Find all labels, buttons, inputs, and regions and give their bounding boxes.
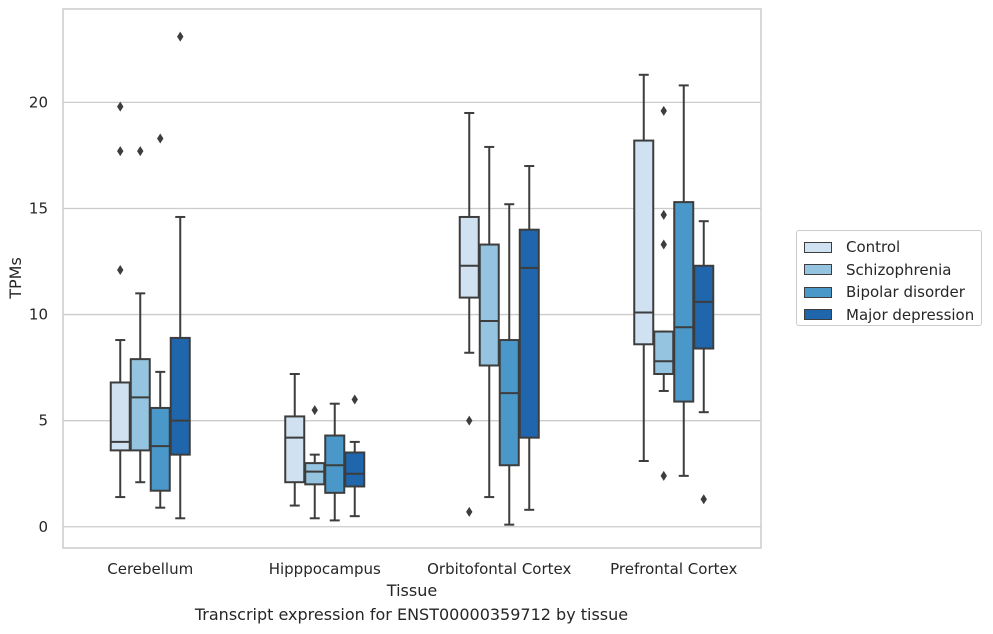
box	[324, 434, 346, 494]
box	[518, 228, 540, 439]
box-group	[129, 146, 151, 484]
box-group	[673, 84, 695, 477]
legend-item: Schizophrenia	[804, 259, 981, 282]
box-group	[478, 145, 500, 499]
box	[169, 336, 191, 456]
box	[498, 339, 520, 467]
x-axis-label: Tissue	[386, 581, 437, 600]
y-tick-label: 10	[29, 306, 48, 324]
x-tick-label: Cerebellum	[107, 560, 193, 578]
box	[129, 358, 151, 452]
y-tick-label: 5	[38, 412, 48, 430]
legend-swatch	[804, 309, 832, 321]
outlier-point	[117, 265, 124, 276]
box	[673, 201, 695, 403]
box	[284, 415, 306, 484]
x-tick-label: Hipppocampus	[269, 560, 381, 578]
legend-swatch	[804, 241, 832, 253]
y-axis-label: TPMs	[6, 257, 25, 300]
series-major-depression	[169, 31, 715, 520]
outlier-point	[700, 494, 707, 505]
legend: Control Schizophrenia Bipolar disorder Majo…	[796, 230, 982, 326]
legend-swatch	[804, 264, 832, 276]
legend-item: Major depression	[804, 304, 981, 327]
box-group	[633, 73, 655, 462]
y-tick-labels: 0 5 10 15 20	[29, 93, 48, 535]
box-group	[693, 220, 715, 505]
series-bipolar-disorder	[149, 84, 695, 526]
outlier-point	[466, 415, 473, 426]
legend-item: Control	[804, 236, 981, 259]
box	[478, 243, 500, 367]
box-group	[109, 101, 131, 499]
outlier-point	[117, 101, 124, 112]
outlier-point	[466, 506, 473, 517]
box	[304, 462, 326, 486]
x-tick-label: Orbitofontal Cortex	[427, 560, 571, 578]
y-tick-label: 15	[29, 199, 48, 217]
outlier-point	[660, 105, 667, 116]
box	[109, 381, 131, 452]
box	[653, 330, 675, 375]
outlier-point	[137, 146, 144, 157]
box-series	[109, 31, 715, 526]
legend-label: Bipolar disorder	[846, 283, 965, 302]
box-group	[518, 165, 540, 511]
box-group	[169, 31, 191, 520]
series-schizophrenia	[129, 105, 675, 520]
series-control	[109, 73, 655, 517]
outlier-point	[157, 133, 164, 144]
y-tick-label: 20	[29, 93, 48, 111]
x-tick-labels: Cerebellum Hipppocampus Orbitofontal Corte…	[107, 560, 737, 578]
legend-item: Bipolar disorder	[804, 281, 981, 304]
outlier-point	[351, 394, 358, 405]
box-group	[344, 394, 366, 518]
box-group	[653, 105, 675, 481]
outlier-point	[177, 31, 184, 42]
outlier-point	[660, 209, 667, 220]
box	[344, 451, 366, 488]
legend-swatch	[804, 286, 832, 298]
outlier-point	[311, 405, 318, 416]
box-group	[304, 405, 326, 520]
box	[458, 215, 480, 299]
box	[149, 406, 171, 492]
outlier-point	[660, 470, 667, 481]
outlier-point	[660, 239, 667, 250]
box	[633, 139, 655, 346]
chart-title: Transcript expression for ENST0000035971…	[194, 605, 629, 624]
x-tick-label: Prefrontal Cortex	[610, 560, 737, 578]
box	[693, 264, 715, 350]
outlier-point	[117, 146, 124, 157]
box-group	[498, 203, 520, 526]
legend-label: Control	[846, 238, 901, 257]
y-tick-label: 0	[38, 518, 48, 536]
legend-label: Schizophrenia	[846, 260, 952, 279]
box-group	[458, 111, 480, 517]
legend-label: Major depression	[846, 305, 975, 324]
box-group	[284, 372, 306, 507]
